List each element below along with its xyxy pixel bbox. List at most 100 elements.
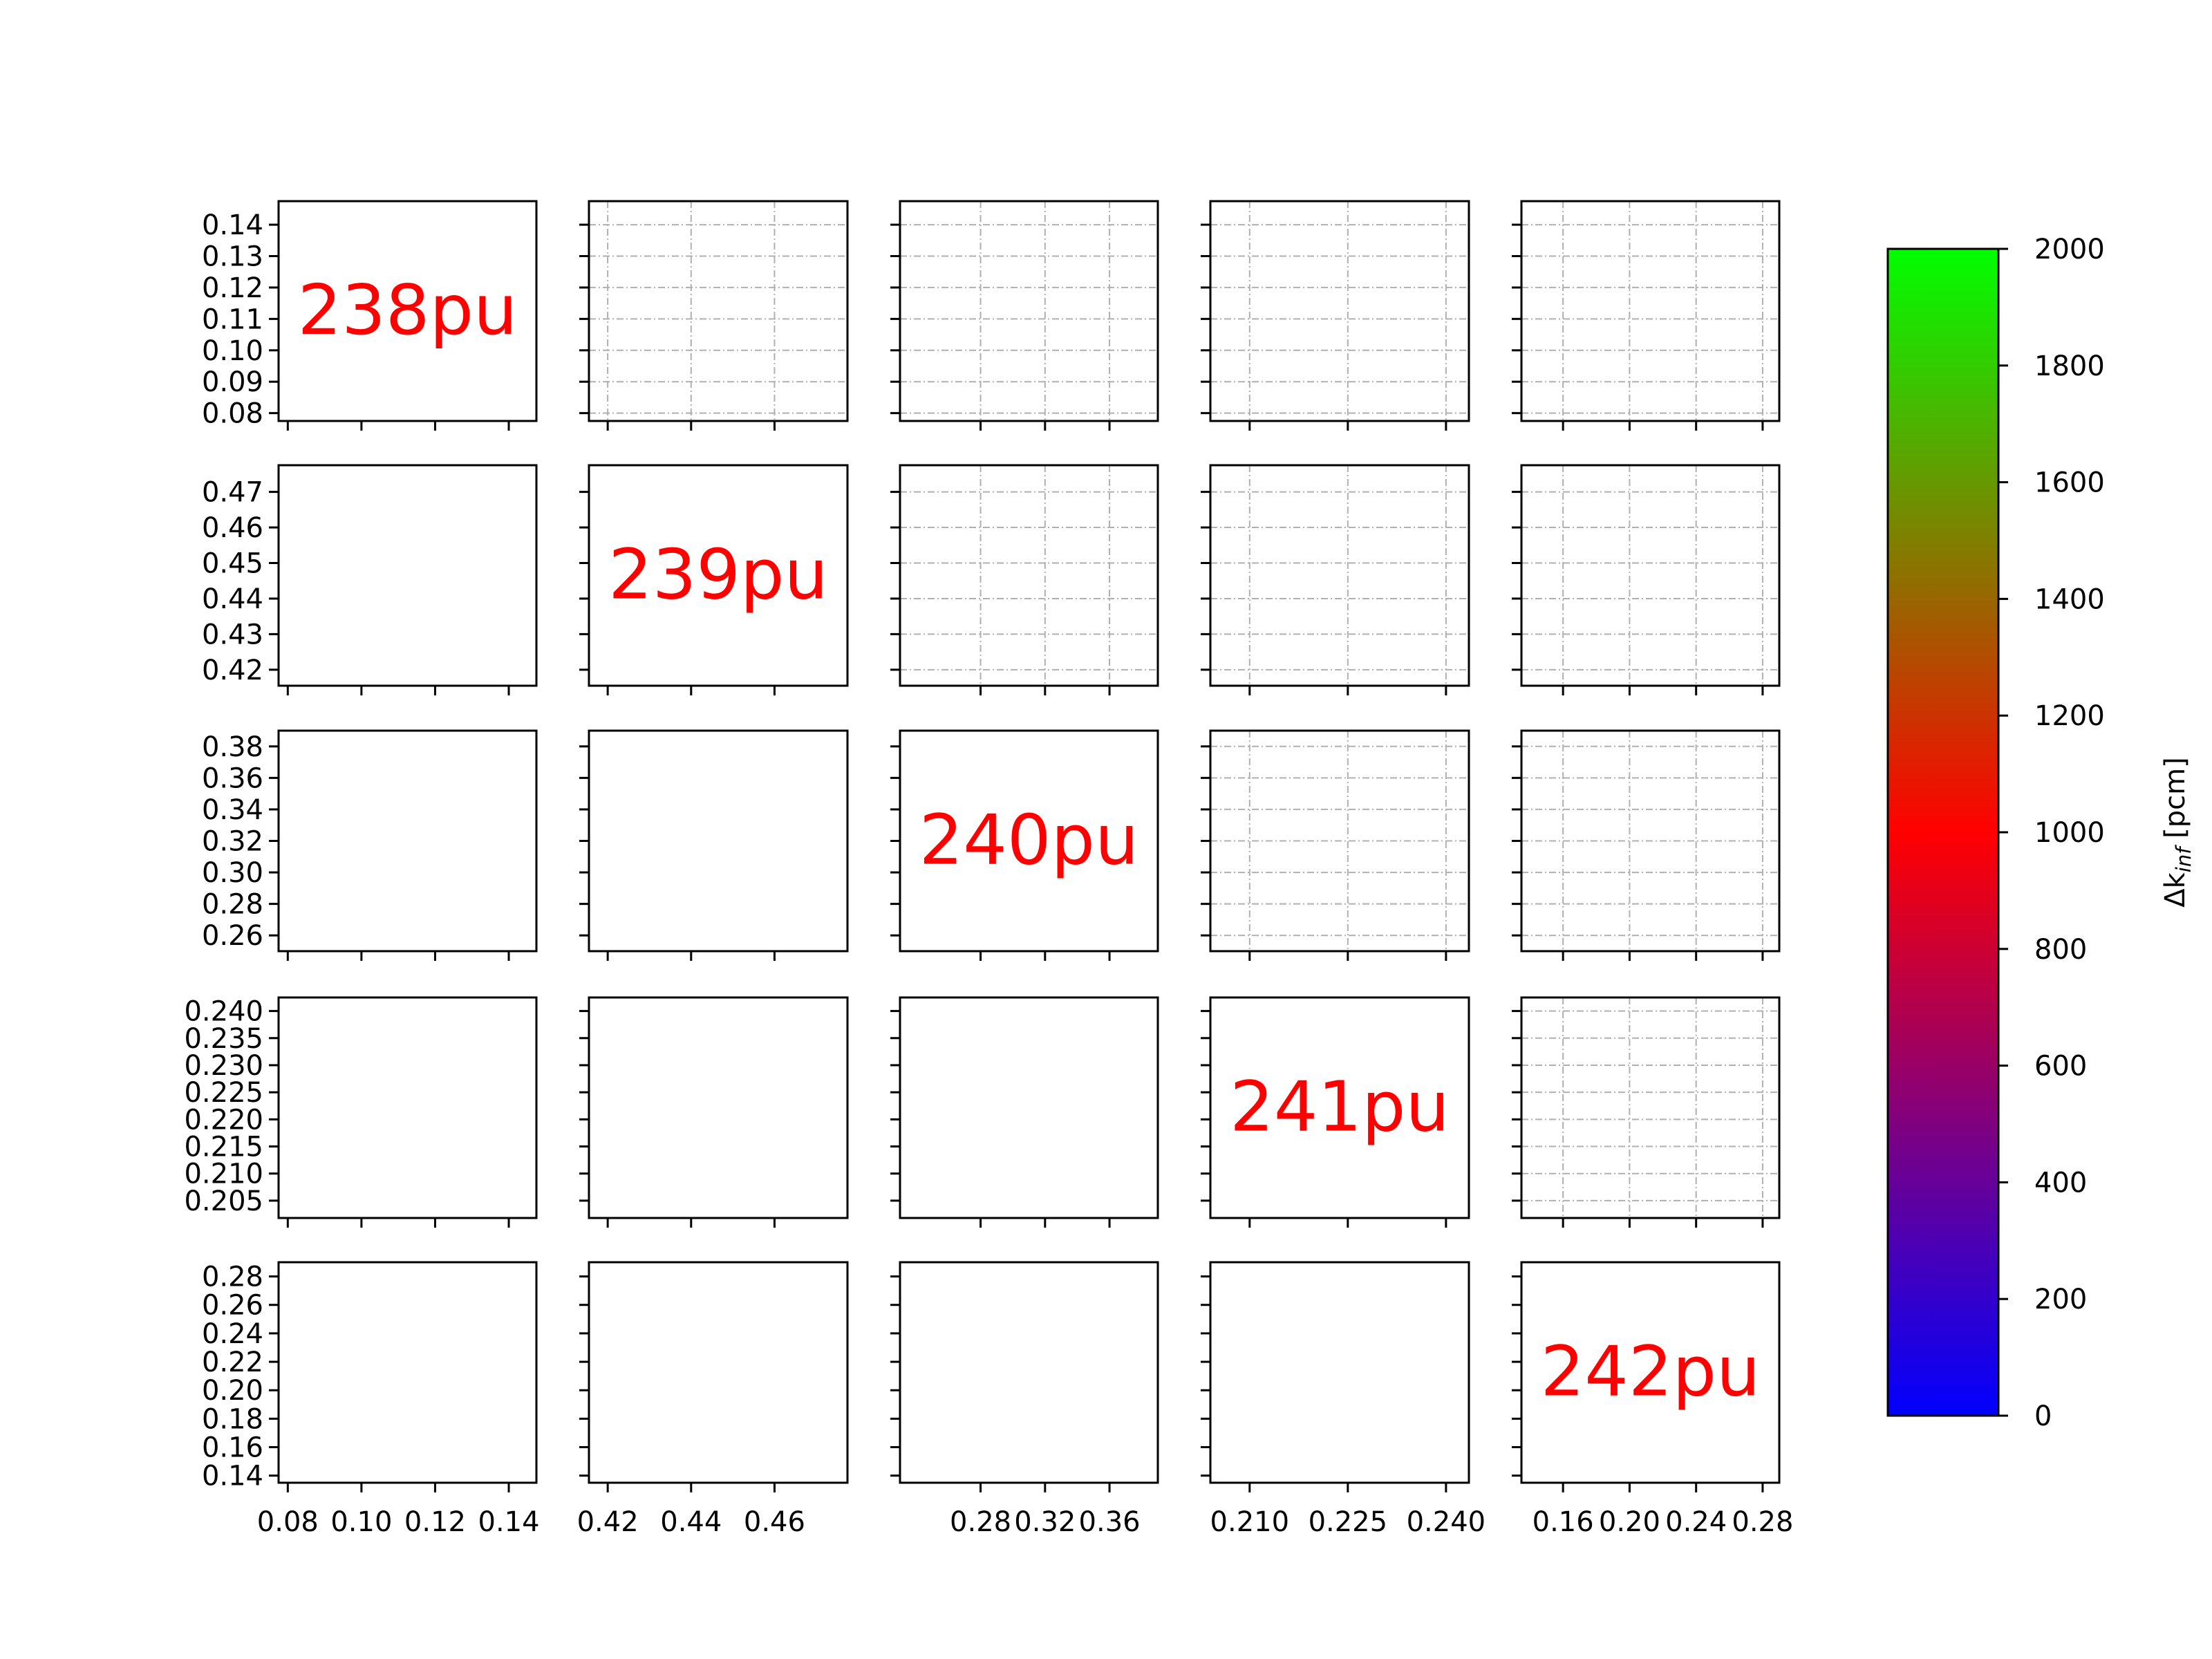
colorbar-gradient: [1886, 247, 2000, 1417]
subplot-frame: [277, 464, 538, 687]
x-tick-label: 0.14: [478, 1506, 540, 1538]
subplot-2-4: [1512, 729, 1781, 961]
y-tick-label: 0.12: [202, 272, 263, 304]
y-tick-label: 0.230: [184, 1050, 263, 1082]
subplot-4-4: 0.16 0.20 0.24 0.28 242pu: [1512, 1261, 1793, 1538]
y-tick-label: 0.24: [202, 1318, 263, 1350]
y-tick-label: 0.18: [202, 1403, 263, 1435]
x-tick-label: 0.210: [1210, 1506, 1290, 1538]
subplot-2-2: 240pu: [890, 729, 1159, 961]
subplot-0-3: [1201, 200, 1470, 431]
diagonal-label: 240pu: [919, 800, 1139, 881]
y-tick-label: 0.09: [202, 366, 263, 398]
subplot-frame: [1520, 1261, 1781, 1484]
x-tick-label: 0.08: [257, 1506, 319, 1538]
colorbar-tick-label: 1000: [2034, 817, 2105, 849]
y-tick-label: 0.16: [202, 1432, 263, 1464]
y-tick-label: 0.32: [202, 826, 263, 858]
y-tick-label: 0.220: [184, 1104, 263, 1136]
x-tick-label: 0.24: [1665, 1506, 1727, 1538]
colorbar-tick-label: 1200: [2034, 700, 2105, 732]
subplot-1-2: [890, 464, 1159, 695]
colorbar-tick-label: 0: [2034, 1400, 2052, 1432]
y-tick-label: 0.34: [202, 794, 263, 826]
x-tick-label: 0.16: [1533, 1506, 1594, 1538]
y-tick-label: 0.30: [202, 857, 263, 889]
subplot-4-3: 0.210 0.225 0.240: [1201, 1261, 1485, 1538]
x-tick-label: 0.12: [404, 1506, 466, 1538]
diagonal-label: 241pu: [1230, 1067, 1450, 1147]
y-tick-label: 0.14: [202, 209, 263, 241]
y-tick-label: 0.11: [202, 303, 263, 335]
colorbar: 0 200 400 600 800 1000 1200 1400 1600 1800 2000 Δk…: [1886, 234, 2195, 1432]
subplot-frame: [588, 200, 849, 422]
y-tick-label: 0.36: [202, 762, 263, 794]
y-tick-label: 0.08: [202, 398, 263, 430]
colorbar-tick-label: 200: [2034, 1284, 2087, 1315]
subplot-frame: [899, 464, 1159, 687]
colorbar-tick-label: 1400: [2034, 583, 2105, 615]
y-tick-label: 0.205: [184, 1185, 263, 1217]
x-tick-label: 0.20: [1599, 1506, 1660, 1538]
subplot-3-2: [890, 996, 1159, 1228]
y-tick-label: 0.47: [202, 477, 263, 509]
subplot-1-3: [1201, 464, 1470, 695]
x-tick-label: 0.44: [660, 1506, 722, 1538]
subplot-frame: [1520, 464, 1781, 687]
diagonal-label: 239pu: [608, 534, 828, 615]
y-tick-label: 0.235: [184, 1023, 263, 1055]
colorbar-tick-label: 1600: [2034, 467, 2105, 499]
y-tick-label: 0.26: [202, 920, 263, 952]
subplot-grid: 0.080.090.100.110.120.130.14238pu0.420.4…: [184, 200, 1793, 1538]
subplot-frame: [277, 996, 538, 1219]
y-tick-label: 0.225: [184, 1077, 263, 1109]
subplot-2-3: [1201, 729, 1470, 961]
y-tick-label: 0.42: [202, 655, 263, 686]
diagonal-label: 242pu: [1541, 1331, 1761, 1412]
x-tick-label: 0.36: [1079, 1506, 1141, 1538]
x-tick-label: 0.225: [1309, 1506, 1388, 1538]
subplot-2-0: 0.260.280.300.320.340.360.38: [202, 729, 538, 961]
y-tick-label: 0.43: [202, 619, 263, 650]
y-tick-label: 0.28: [202, 1262, 263, 1293]
y-tick-label: 0.14: [202, 1461, 263, 1492]
subplot-frame: [1209, 996, 1470, 1219]
x-tick-label: 0.28: [950, 1506, 1011, 1538]
colorbar-tick-label: 1800: [2034, 350, 2105, 382]
x-tick-label: 0.28: [1732, 1506, 1793, 1538]
colorbar-tick-label: 400: [2034, 1167, 2087, 1199]
subplot-frame: [277, 200, 538, 422]
subplot-frame: [899, 200, 1159, 422]
subplot-frame: [899, 996, 1159, 1219]
subplot-4-1: 0.42 0.44 0.46: [577, 1261, 849, 1538]
subplot-frame: [277, 1261, 538, 1484]
subplot-frame: [588, 1261, 849, 1484]
subplot-frame: [588, 996, 849, 1219]
subplot-3-3: 241pu: [1201, 996, 1470, 1228]
subplot-0-1: [579, 200, 849, 431]
subplot-4-0: 0.140.160.180.200.220.240.260.280.08 0.10…: [202, 1261, 540, 1538]
colorbar-label: Δkinf [pcm]: [2159, 757, 2195, 907]
subplot-4-2: 0.28 0.32 0.36: [890, 1261, 1159, 1538]
x-tick-label: 0.32: [1014, 1506, 1076, 1538]
y-tick-label: 0.210: [184, 1159, 263, 1190]
subplot-0-2: [890, 200, 1159, 431]
y-tick-label: 0.215: [184, 1132, 263, 1163]
y-tick-label: 0.13: [202, 241, 263, 273]
y-tick-label: 0.38: [202, 731, 263, 763]
subplot-1-1: 239pu: [579, 464, 849, 695]
y-tick-label: 0.46: [202, 512, 263, 544]
subplot-1-0: 0.42 0.43 0.44 0.450.460.47: [202, 464, 538, 695]
y-tick-label: 0.26: [202, 1290, 263, 1322]
subplot-1-4: [1512, 464, 1781, 695]
y-tick-label: 0.10: [202, 335, 263, 367]
subplot-0-0: 0.080.090.100.110.120.130.14 238pu: [202, 200, 538, 431]
subplot-frame: [1520, 200, 1781, 422]
colorbar-tick-label: 800: [2034, 934, 2087, 966]
subplot-frame: [899, 1261, 1159, 1484]
colorbar-tick-label: 2000: [2034, 234, 2105, 265]
subplot-frame: [588, 464, 849, 687]
